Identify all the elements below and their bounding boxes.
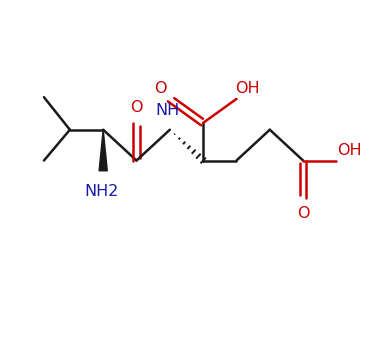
Text: O: O bbox=[297, 206, 309, 221]
Text: NH: NH bbox=[156, 104, 180, 118]
Polygon shape bbox=[99, 130, 107, 171]
Text: O: O bbox=[130, 100, 143, 115]
Text: OH: OH bbox=[337, 143, 362, 158]
Text: OH: OH bbox=[235, 81, 260, 96]
Text: NH2: NH2 bbox=[84, 184, 119, 199]
Text: O: O bbox=[154, 81, 167, 96]
